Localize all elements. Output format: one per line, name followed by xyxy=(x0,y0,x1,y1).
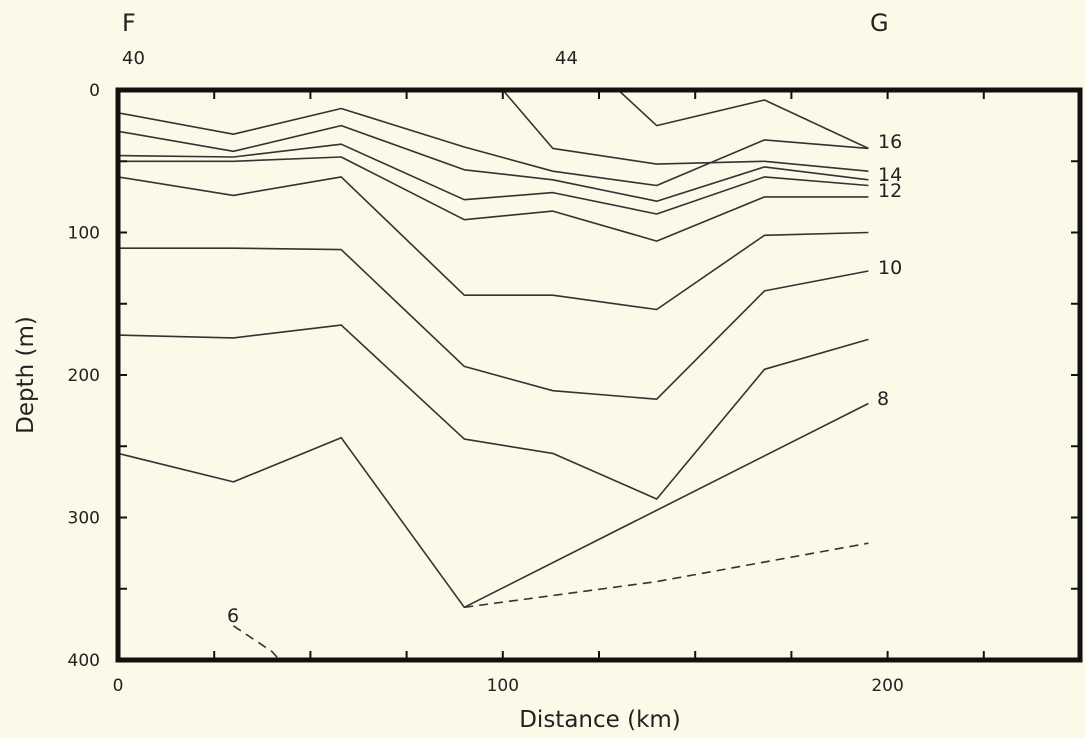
axis-ticks xyxy=(117,89,1081,661)
plot-frame xyxy=(115,87,1083,663)
y-tick-label-0: 0 xyxy=(89,81,100,101)
contour-line-10 xyxy=(464,542,869,609)
section-end-label: G xyxy=(870,9,889,37)
contour-line-11 xyxy=(232,625,281,661)
station-label-0: 40 xyxy=(122,48,145,69)
y-axis-label: Depth (m) xyxy=(13,316,39,434)
contour-line-3 xyxy=(117,124,869,202)
x-tick-label-200: 200 xyxy=(871,676,903,696)
contour-label-8: 8 xyxy=(877,388,889,410)
contour-line-6 xyxy=(117,176,869,311)
contour-line-4 xyxy=(117,143,869,215)
contour-label-16: 16 xyxy=(878,131,902,153)
y-tick-label-300: 300 xyxy=(68,509,100,529)
section-start-label: F xyxy=(122,9,136,37)
contour-line-2 xyxy=(617,89,869,150)
contour-line-0 xyxy=(502,89,869,172)
station-label-1: 44 xyxy=(555,48,578,69)
contour-label-6: 6 xyxy=(227,605,239,627)
chart-text: Distance (km) Depth (m) F G 40 44 0 100 20… xyxy=(13,9,904,733)
y-tick-label-100: 100 xyxy=(68,224,100,244)
x-tick-label-0: 0 xyxy=(113,676,124,696)
contour-label-14: 14 xyxy=(878,164,902,186)
contour-line-9 xyxy=(117,402,869,609)
contour-line-7 xyxy=(118,247,869,401)
contour-line-8 xyxy=(117,324,869,500)
y-tick-label-200: 200 xyxy=(68,366,100,386)
x-tick-label-100: 100 xyxy=(487,676,519,696)
contour-line-5 xyxy=(118,156,869,242)
contour-label-10: 10 xyxy=(878,257,902,279)
y-tick-label-400: 400 xyxy=(68,651,100,671)
contour-line-1 xyxy=(117,107,869,187)
contour-label-12: 12 xyxy=(878,180,902,202)
x-axis-label: Distance (km) xyxy=(519,707,681,733)
